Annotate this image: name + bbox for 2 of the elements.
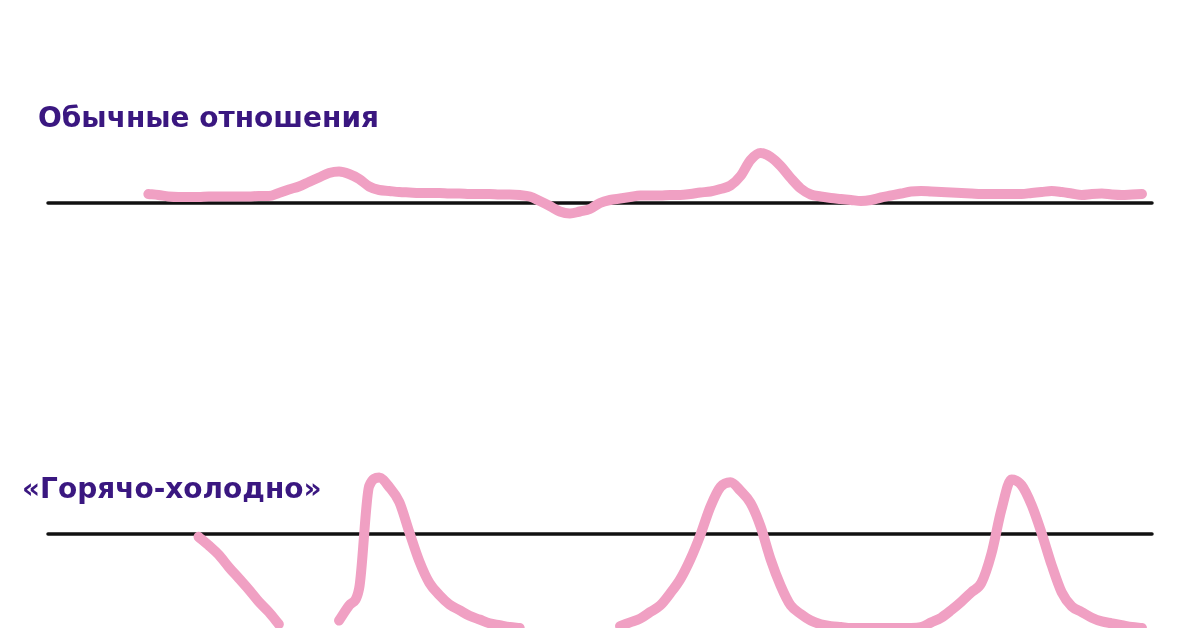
chart-title: «Горячо-холодно»	[22, 472, 322, 506]
chart-title: Обычные отношения	[38, 101, 380, 135]
